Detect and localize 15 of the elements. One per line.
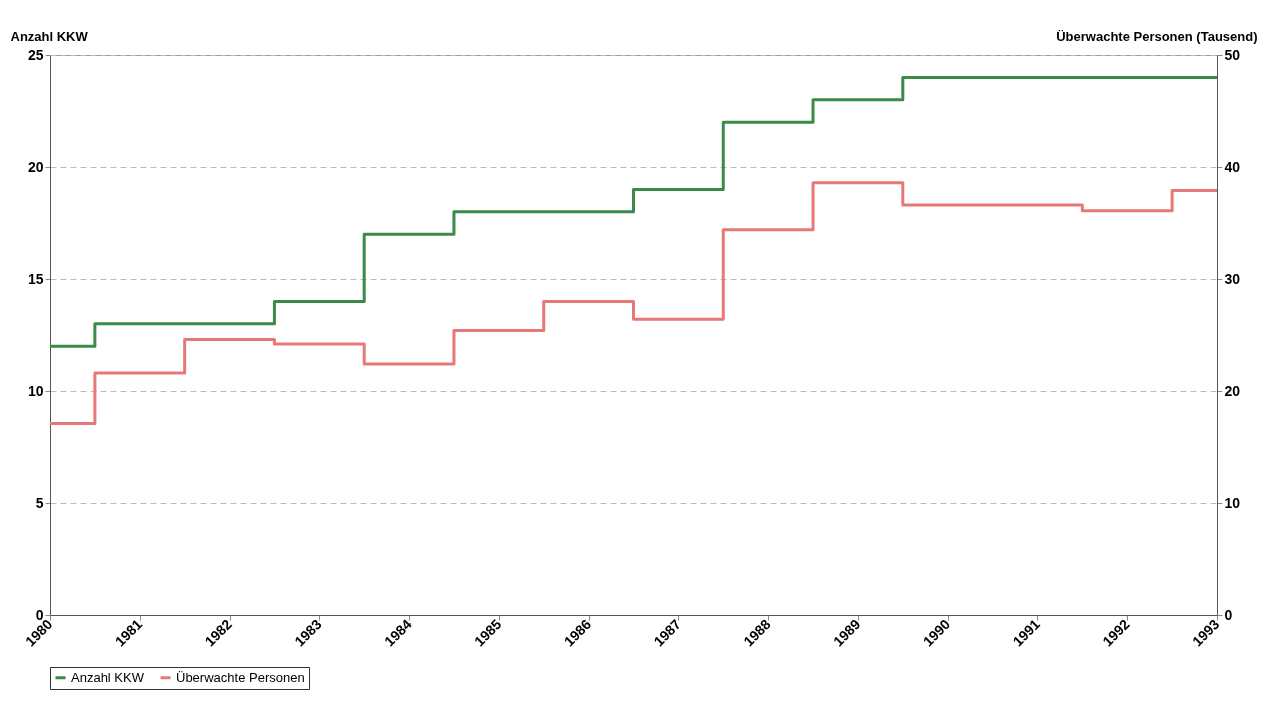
- y-tick-label: 5: [35, 494, 44, 511]
- y-tick-label: 25: [27, 46, 44, 63]
- y-tick-label: 20: [27, 158, 44, 175]
- legend-label: Anzahl KKW: [71, 669, 145, 685]
- y2-tick-label: 0: [1224, 606, 1233, 623]
- y2-axis-title: Überwachte Personen (Tausend): [1056, 28, 1258, 44]
- y2-tick-label: 50: [1224, 46, 1241, 63]
- y2-tick-label: 20: [1224, 382, 1241, 399]
- legend-label: Überwachte Personen: [176, 669, 305, 685]
- y2-tick-label: 10: [1224, 494, 1241, 511]
- y-axis-title: Anzahl KKW: [10, 28, 89, 44]
- y2-tick-label: 40: [1224, 158, 1241, 175]
- y2-tick-label: 30: [1224, 270, 1241, 287]
- y-tick-label: 10: [27, 382, 44, 399]
- y-tick-label: 15: [27, 270, 44, 287]
